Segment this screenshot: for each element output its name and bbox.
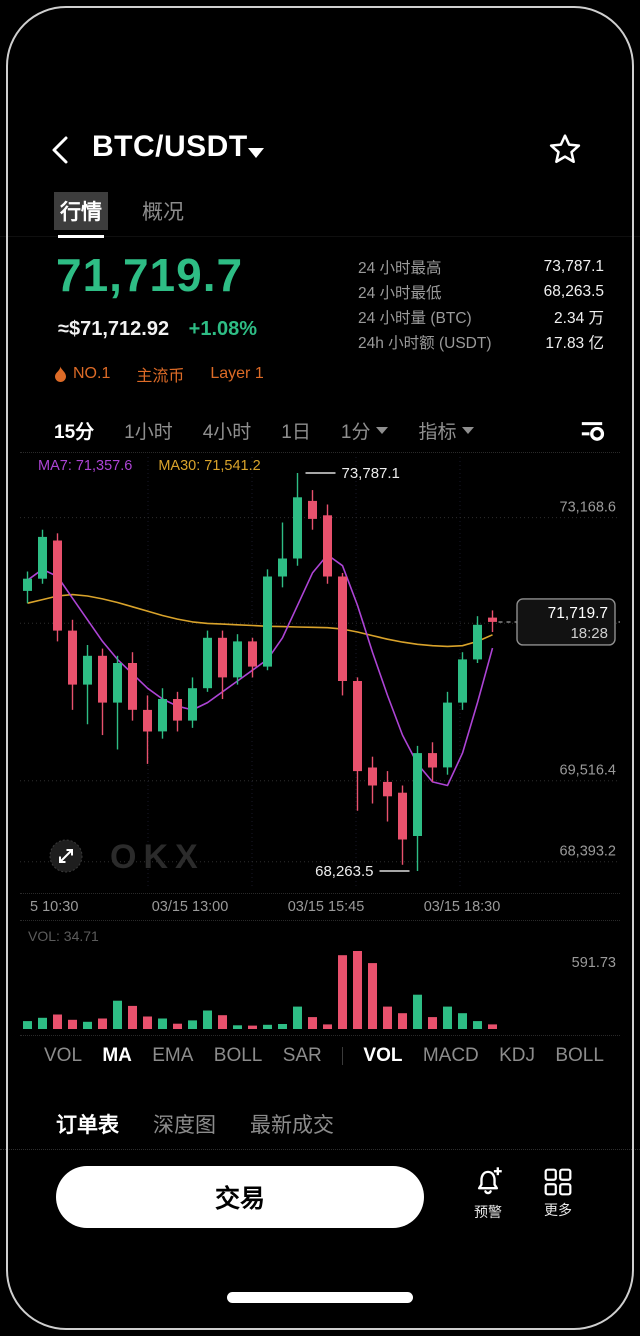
stat-row-0: 24 小时最高 73,787.1 (358, 254, 604, 279)
stat-row-1: 24 小时最低 68,263.5 (358, 279, 604, 304)
alert-action[interactable]: 预警 (456, 1166, 520, 1222)
okx-watermark: OKX (110, 838, 205, 876)
indicator-sub-MACD[interactable]: MACD (422, 1045, 479, 1066)
more-action[interactable]: 更多 (526, 1166, 590, 1220)
svg-text:18:28: 18:28 (570, 625, 608, 642)
indicator-sub-BOLL[interactable]: BOLL (555, 1045, 604, 1066)
candlestick-chart[interactable]: 73,168.671,702.869,516.468,393.273,787.1… (20, 452, 620, 894)
svg-text:591.73: 591.73 (572, 955, 616, 971)
x-axis-label-0: 5 10:30 (30, 899, 79, 915)
back-button[interactable] (46, 132, 76, 168)
trade-button[interactable]: 交易 (56, 1166, 424, 1228)
x-axis-label-3: 03/15 18:30 (423, 899, 501, 915)
rank-badge[interactable]: NO.1 (54, 365, 110, 383)
indicator-bar: VOL MA EMA BOLL SAR VOL MACD KDJ BOLL (44, 1040, 604, 1072)
flame-icon (55, 366, 66, 382)
token-badges: NO.1 主流币 Layer 1 (54, 362, 264, 386)
fiat-approx: ≈$71,712.92 (58, 318, 170, 340)
category-badge-mainstream[interactable]: 主流币 (136, 368, 185, 385)
x-axis-label-2: 03/15 15:45 (287, 899, 365, 915)
interval-15分[interactable]: 15分 (54, 421, 95, 443)
chart-settings-icon[interactable] (578, 416, 606, 444)
stats-24h: 24 小时最高 73,787.1 24 小时最低 68,263.5 24 小时量 (BT… (358, 254, 604, 354)
period-dropdown-caret-icon (376, 426, 389, 434)
stat-value-1: 68,263.5 (543, 282, 604, 300)
interval-1小时[interactable]: 1小时 (124, 421, 173, 443)
stat-label-1: 24 小时最低 (358, 284, 442, 302)
orderbook-tabs: 订单表 深度图 最新成交 (56, 1104, 334, 1144)
indicator-main-MA[interactable]: MA (102, 1045, 132, 1066)
favorite-star-icon[interactable] (548, 132, 582, 166)
stat-label-0: 24 小时最高 (358, 259, 442, 277)
pair-title[interactable]: BTC/USDT (92, 130, 248, 163)
x-axis-label-1: 03/15 13:00 (151, 899, 229, 915)
fullscreen-expand-icon[interactable] (48, 838, 84, 874)
bottom-tab-0[interactable]: 订单表 (56, 1114, 119, 1137)
stat-value-2: 2.34 万 (554, 309, 604, 327)
ma-legend: MA7: 71,357.6 MA30: 71,541.2 (38, 458, 261, 474)
tabs-divider (0, 236, 640, 237)
indicator-sub-KDJ[interactable]: KDJ (499, 1045, 535, 1066)
stat-label-3: 24h 小时额 (USDT) (358, 334, 492, 352)
grid-more-icon (544, 1168, 572, 1196)
tab-market[interactable]: 行情 (54, 192, 108, 238)
svg-text:73,168.6: 73,168.6 (560, 500, 616, 516)
bottom-divider (0, 1148, 640, 1150)
svg-text:73,787.1: 73,787.1 (342, 465, 400, 482)
interval-bar: 15分 1小时 4小时 1日 1分 指标 (54, 414, 475, 446)
indicator-divider (342, 1047, 344, 1065)
bell-plus-icon (477, 1167, 502, 1195)
svg-text:69,516.4: 69,516.4 (560, 763, 616, 779)
interval-4小时[interactable]: 4小时 (202, 421, 252, 443)
stat-row-3: 24h 小时额 (USDT) 17.83 亿 (358, 329, 604, 354)
pair-dropdown-caret-icon[interactable] (248, 148, 264, 158)
indicator-main-EMA[interactable]: EMA (152, 1045, 194, 1066)
market-tabs: 行情 概况 (54, 192, 190, 238)
trade-button-label: 交易 (214, 1185, 265, 1213)
interval-1日[interactable]: 1日 (281, 421, 311, 443)
indicator-sub-VOL[interactable]: VOL (363, 1045, 403, 1066)
stat-row-2: 24 小时量 (BTC) 2.34 万 (358, 304, 604, 329)
ma30-value: MA30: 71,541.2 (158, 458, 261, 474)
change-percent: +1.08% (188, 318, 258, 340)
indicator-dropdown[interactable]: 指标 (418, 417, 475, 444)
indicator-main-BOLL[interactable]: BOLL (213, 1045, 263, 1066)
period-dropdown[interactable]: 1分 (341, 417, 389, 444)
indicator-main-SAR[interactable]: SAR (282, 1045, 322, 1066)
svg-text:68,263.5: 68,263.5 (315, 863, 373, 880)
price-approx-row: ≈$71,712.92 +1.08% (58, 318, 257, 341)
home-indicator (227, 1292, 413, 1303)
volume-pane[interactable]: VOL: 34.71 591.73 (20, 921, 620, 1036)
bottom-tab-1[interactable]: 深度图 (153, 1114, 216, 1137)
svg-text:71,719.7: 71,719.7 (548, 605, 608, 622)
stat-label-2: 24 小时量 (BTC) (358, 309, 472, 327)
stat-value-3: 17.83 亿 (545, 334, 604, 352)
more-label: 更多 (544, 1202, 572, 1218)
indicator-dropdown-caret-icon (462, 426, 475, 434)
x-axis: 5 10:30 03/15 13:00 03/15 15:45 03/15 18:30 (20, 893, 620, 921)
ma7-value: MA7: 71,357.6 (38, 458, 133, 474)
tab-overview[interactable]: 概况 (142, 201, 184, 224)
chevron-left-icon (52, 136, 68, 164)
bottom-tab-2[interactable]: 最新成交 (250, 1114, 334, 1137)
last-price: 71,719.7 (56, 249, 244, 301)
svg-text:VOL: 34.71: VOL: 34.71 (28, 928, 99, 944)
indicator-main-VOL[interactable]: VOL (44, 1045, 83, 1066)
stat-value-0: 73,787.1 (543, 257, 604, 275)
category-badge-layer1[interactable]: Layer 1 (210, 365, 264, 382)
svg-text:68,393.2: 68,393.2 (560, 844, 616, 860)
alert-label: 预警 (474, 1204, 502, 1220)
